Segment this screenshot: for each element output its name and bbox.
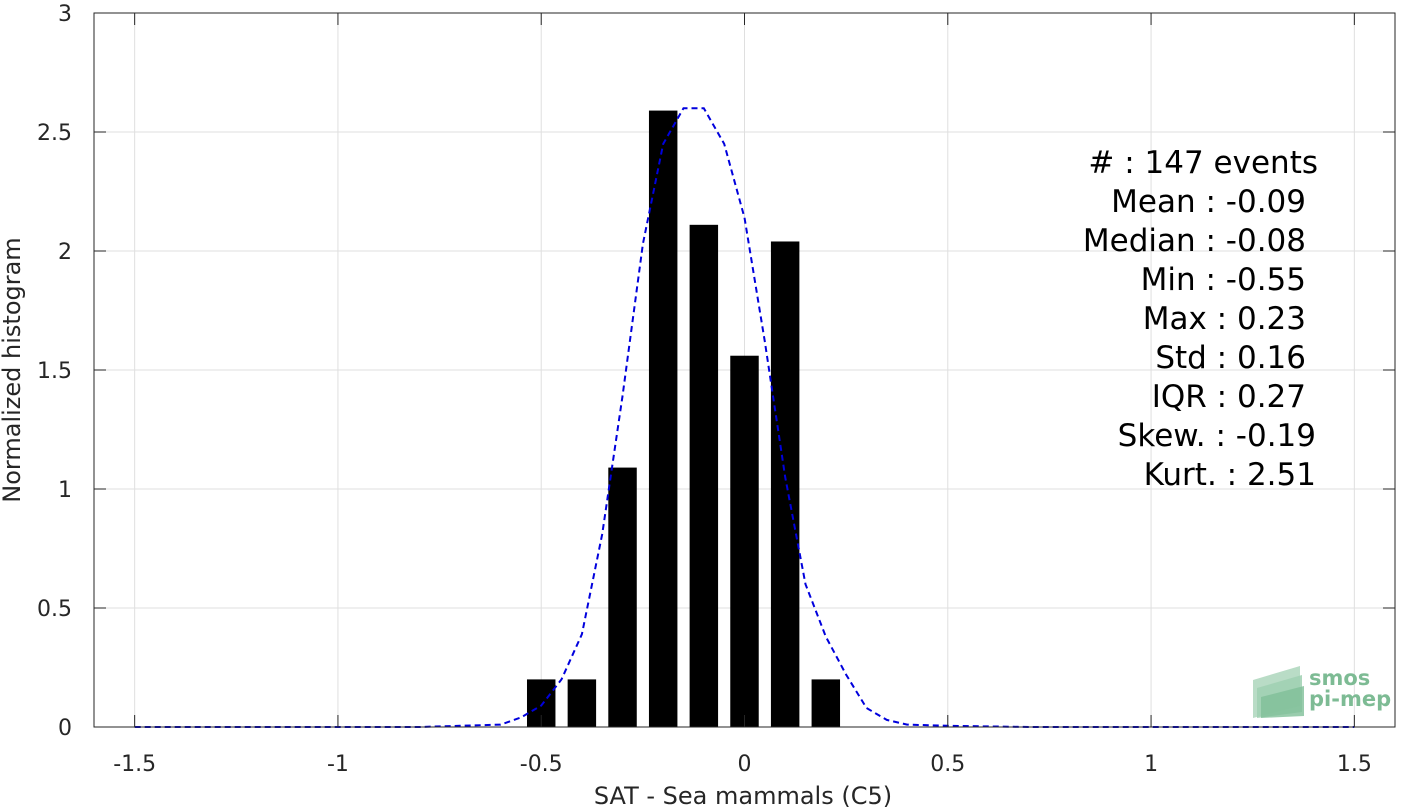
y-tick-label: 1.5	[37, 359, 72, 384]
logo-text-line2: pi-mep	[1309, 687, 1391, 711]
y-tick-label: 2.5	[37, 121, 72, 146]
histogram-bars	[526, 110, 841, 728]
waves-logo-icon	[1253, 666, 1304, 718]
stats-iqr: IQR : 0.27	[1152, 379, 1306, 415]
x-tick-label: -1	[327, 752, 349, 777]
stats-kurt: Kurt. : 2.51	[1144, 457, 1316, 493]
x-tick-label: -0.5	[520, 752, 563, 777]
histogram-bar	[689, 224, 719, 727]
y-tick-label: 1	[58, 478, 72, 503]
stats-max: Max : 0.23	[1143, 301, 1306, 337]
x-tick-label: 1	[1144, 752, 1158, 777]
y-tick-label: 0.5	[37, 597, 72, 622]
stats-min: Min : -0.55	[1141, 262, 1306, 298]
x-tick-label: -1.5	[113, 752, 156, 777]
fit-curve	[134, 107, 1355, 728]
stats-median: Median : -0.08	[1083, 223, 1306, 259]
x-tick-label: 0	[738, 752, 752, 777]
x-tick-labels: -1.5 -1 -0.5 0 0.5 1 1.5	[113, 752, 1372, 777]
stats-mean: Mean : -0.09	[1111, 184, 1306, 220]
y-axis-label: Normalized histogram	[0, 237, 26, 502]
histogram-bar	[608, 467, 637, 727]
logo-text-line1: smos	[1309, 666, 1370, 690]
stats-annotation: # : 147 events Mean : -0.09 Median : -0.…	[1083, 145, 1318, 493]
histogram-bar	[811, 679, 841, 727]
histogram-bar	[648, 110, 678, 727]
smos-pi-mep-logo: smos pi-mep	[1253, 666, 1391, 718]
stats-count: # : 147 events	[1088, 145, 1318, 181]
fit-curve-layer	[134, 107, 1355, 728]
y-tick-labels: 0 0.5 1 1.5 2 2.5 3	[37, 2, 72, 741]
histogram-bar	[770, 241, 800, 728]
x-tick-label: 1.5	[1337, 752, 1372, 777]
y-tick-label: 0	[58, 716, 72, 741]
stats-std: Std : 0.16	[1155, 340, 1306, 376]
x-axis-label: SAT - Sea mammals (C5)	[594, 782, 892, 809]
stats-skew: Skew. : -0.19	[1118, 418, 1316, 454]
histogram-bar	[567, 679, 597, 727]
y-tick-label: 3	[58, 2, 72, 27]
histogram-bar	[730, 355, 759, 727]
axis-ticks	[94, 12, 1395, 728]
y-tick-label: 2	[58, 240, 72, 265]
x-tick-label: 0.5	[930, 752, 965, 777]
